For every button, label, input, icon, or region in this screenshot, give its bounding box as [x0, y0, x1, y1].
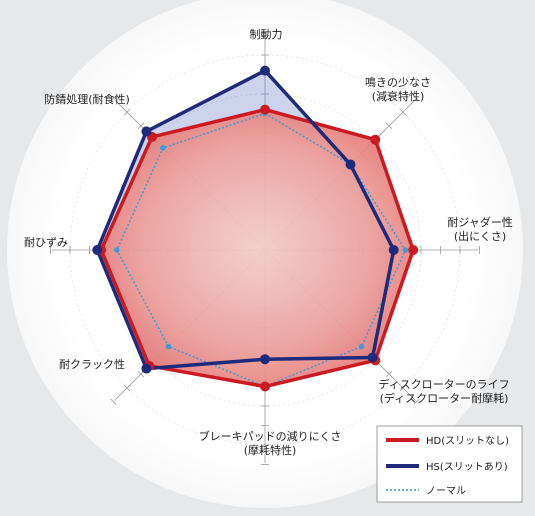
legend-label-hs: HS(スリットあり) [426, 461, 508, 473]
data-point-normal-crack [165, 343, 172, 350]
data-point-hs-fade [92, 245, 103, 255]
axis-label-judder-sub: (出にくさ) [454, 229, 506, 243]
legend: HD(スリットなし) HS(スリットあり) ノーマル [376, 425, 523, 503]
series-points [92, 65, 419, 392]
data-point-normal-rotor_life [358, 343, 365, 350]
axis-label-judder: 耐ジャダー性 [447, 215, 512, 229]
data-point-normal-fade [114, 247, 120, 253]
axis-tick [385, 370, 393, 378]
axis-tick [110, 398, 117, 405]
axis-tick [124, 384, 131, 391]
axis-label-squeal-sub: (減衰特性) [372, 89, 425, 103]
axis-tick [413, 398, 420, 405]
axis-label-crack: 耐クラック性 [59, 357, 125, 371]
legend-label-normal: ノーマル [426, 486, 466, 497]
axis-tick [124, 109, 131, 116]
data-point-hs-braking [260, 65, 270, 76]
axis-labels: 制動力鳴きの少なさ(減衰特性)耐ジャダー性(出にくさ)ディスクローターのライフ(… [24, 27, 513, 457]
series-line-normal [115, 112, 407, 388]
axis-tick [110, 95, 117, 102]
data-point-hd-judder [408, 245, 419, 255]
axis-tick [413, 95, 420, 102]
legend-item-hd: HD(スリットなし) [386, 435, 509, 447]
axis-tick [137, 122, 145, 130]
data-point-hs-judder [388, 245, 399, 255]
data-point-hs-rotor_life [367, 352, 378, 363]
data-point-hd-braking [260, 104, 270, 115]
data-point-hs-crack [141, 363, 152, 374]
data-point-hs-squeal [345, 159, 356, 170]
axis-label-rotor_life: ディスクローターのライフ [378, 377, 509, 391]
legend-item-normal: ノーマル [386, 486, 466, 497]
data-point-hd-pad_life [260, 381, 270, 392]
axis-tick [399, 384, 406, 391]
legend-label-hd: HD(スリットなし) [426, 435, 509, 447]
axis-label-pad_life-sub: (摩耗特性) [244, 443, 297, 457]
axis-tick [137, 370, 145, 378]
axis-tick [399, 109, 406, 116]
axis-label-rust: 防錆処理(耐食性) [44, 92, 130, 106]
data-point-hs-pad_life [260, 354, 270, 365]
axis-label-fade: 耐ひずみ [24, 236, 68, 249]
axis-tick [385, 122, 393, 130]
legend-item-hs: HS(スリットあり) [386, 461, 508, 473]
series-fills [97, 70, 414, 387]
data-point-normal-rust [160, 145, 166, 151]
axis-label-squeal: 鳴きの少なさ [365, 75, 431, 89]
data-point-normal-judder [402, 247, 409, 253]
series-fill-hd [101, 109, 414, 387]
axis-label-braking: 制動力 [250, 27, 283, 41]
axis-label-pad_life: ブレーキパッドの減りにくさ [199, 429, 342, 443]
data-point-hs-rust [141, 126, 152, 137]
axis-label-rotor_life-sub: (ディスクローター耐摩耗) [380, 391, 509, 405]
data-point-hd-squeal [370, 134, 381, 145]
